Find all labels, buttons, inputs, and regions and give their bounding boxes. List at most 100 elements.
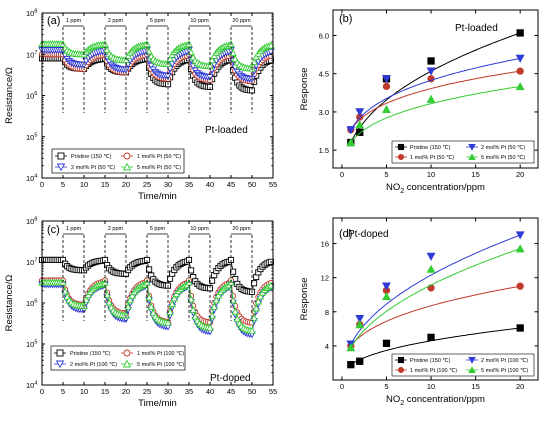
concentration-label: 20 ppm bbox=[232, 226, 251, 232]
legend: Pristine (150 ℃) 1 mol% Pt (100 ℃) 2 mol% … bbox=[50, 345, 186, 371]
legend-box bbox=[391, 140, 535, 164]
x-tick-label: 25 bbox=[143, 387, 151, 396]
legend-marker bbox=[397, 356, 405, 364]
legend-label: 1 mol% Pt (100 ℃) bbox=[137, 351, 184, 357]
panel-a-resistance-chart: 1 ppm 2 ppm 5 ppm 10 ppm 20 ppm 0 5 10 15 20 25 30 3… bbox=[4, 9, 277, 203]
panel-d-response-chart: 0 5 10 15 20 4 8 12 16 NO2 concentration/ppm Respo… bbox=[299, 217, 539, 407]
data-point bbox=[230, 268, 237, 275]
y-tick-label: 6.0 bbox=[319, 31, 329, 40]
data-point bbox=[516, 29, 524, 37]
data-point bbox=[188, 267, 195, 274]
data-point bbox=[146, 266, 153, 273]
legend-label: 2 mol% Pt (100 ℃) bbox=[70, 362, 117, 368]
legend-label: Pristine (150 ℃) bbox=[410, 358, 451, 364]
y-tick-label: 4.5 bbox=[319, 70, 329, 79]
panel-title: Pt-doped bbox=[348, 229, 389, 240]
x-tick-label: 5 bbox=[384, 382, 388, 391]
y-tick-label: 107 bbox=[26, 258, 37, 268]
x-tick-label: 10 bbox=[427, 170, 435, 179]
series-5-mol-pt-50 bbox=[346, 81, 525, 147]
legend-label: 2 mol% Pt (50 ℃) bbox=[481, 145, 525, 151]
data-point bbox=[254, 297, 263, 305]
data-point bbox=[191, 312, 200, 320]
x-tick-label: 15 bbox=[471, 382, 479, 391]
data-point bbox=[231, 307, 239, 315]
series-1-mol-pt-100 bbox=[347, 282, 524, 350]
panel-title: Pt-loaded bbox=[455, 23, 498, 34]
data-point bbox=[347, 361, 355, 369]
fit-curve bbox=[349, 285, 520, 348]
panel-label: (d) bbox=[339, 228, 352, 240]
y-axis-title: Resistance/Ω bbox=[4, 67, 15, 124]
y-tick-exponent: 6 bbox=[34, 299, 37, 305]
x-axis-title: NO2 concentration/ppm bbox=[386, 182, 485, 195]
x-axis-title-subscript: 2 bbox=[400, 400, 404, 407]
legend-label: 5 mol% Pt (100 ℃) bbox=[481, 368, 528, 374]
x-axis-title-part: concentration/ppm bbox=[404, 394, 485, 405]
x-tick-label: 0 bbox=[40, 180, 44, 189]
x-tick-label: 15 bbox=[471, 170, 479, 179]
concentration-label: 10 ppm bbox=[190, 18, 209, 24]
x-tick-label: 45 bbox=[227, 180, 235, 189]
x-axis-title-subscript: 2 bbox=[400, 188, 404, 195]
x-tick-label: 50 bbox=[248, 180, 256, 189]
series-1-mol-pt-50 bbox=[347, 67, 524, 134]
legend-marker bbox=[468, 356, 476, 364]
x-axis-title-part: concentration/ppm bbox=[404, 182, 485, 193]
y-tick-exponent: 8 bbox=[34, 9, 37, 15]
fit-curve bbox=[349, 234, 520, 347]
y-tick-label: 12 bbox=[321, 274, 329, 283]
y-tick-label: 104 bbox=[26, 174, 37, 184]
data-point bbox=[355, 314, 365, 324]
data-point bbox=[355, 108, 365, 117]
y-tick-label: 16 bbox=[321, 240, 329, 249]
x-axis-title: Time/min bbox=[138, 191, 177, 202]
panel-label: (c) bbox=[47, 224, 60, 236]
x-tick-label: 10 bbox=[80, 387, 88, 396]
x-tick-label: 10 bbox=[427, 382, 435, 391]
x-tick-label: 5 bbox=[61, 180, 65, 189]
x-tick-label: 40 bbox=[206, 387, 214, 396]
y-tick-label: 104 bbox=[26, 381, 37, 391]
data-point bbox=[214, 291, 223, 299]
data-point bbox=[382, 291, 391, 301]
data-point bbox=[189, 305, 197, 313]
data-point bbox=[267, 281, 275, 289]
panel-label: (a) bbox=[47, 15, 60, 27]
data-point bbox=[256, 292, 265, 300]
data-point bbox=[252, 304, 260, 312]
data-point bbox=[82, 295, 90, 303]
legend-label: 2 mol% Pt (50 ℃) bbox=[71, 165, 115, 171]
legend-label: 5 mol% Pt (50 ℃) bbox=[481, 155, 525, 161]
y-tick-label: 1.5 bbox=[319, 146, 329, 155]
legend-box bbox=[51, 148, 185, 174]
panel-b-response-chart: 0 5 10 15 20 1.5 3.0 4.5 6.0 NO2 concentration/pp… bbox=[299, 9, 539, 195]
x-tick-label: 20 bbox=[516, 170, 524, 179]
y-tick-label: 3.0 bbox=[319, 108, 329, 117]
legend-box bbox=[391, 353, 535, 377]
panel-label: (b) bbox=[339, 13, 352, 25]
data-point bbox=[145, 293, 153, 301]
x-tick-label: 50 bbox=[248, 387, 256, 396]
legend-label: 1 mol% Pt (50 ℃) bbox=[137, 154, 181, 160]
data-point bbox=[168, 300, 176, 308]
series-5-mol-pt-100 bbox=[38, 278, 275, 334]
fit-curve bbox=[349, 86, 520, 145]
y-axis-title: Response bbox=[299, 278, 310, 321]
legend-marker bbox=[56, 163, 66, 172]
x-tick-label: 25 bbox=[143, 180, 151, 189]
legend-marker bbox=[123, 349, 131, 357]
legend-marker bbox=[122, 162, 132, 171]
legend-marker bbox=[397, 153, 405, 161]
legend-label: 2 mol% Pt (100 ℃) bbox=[481, 358, 528, 364]
panel-title: Pt-loaded bbox=[205, 125, 248, 136]
data-point bbox=[164, 318, 172, 326]
x-tick-label: 35 bbox=[185, 387, 193, 396]
legend-marker bbox=[55, 360, 65, 369]
fit-curve bbox=[349, 248, 520, 350]
y-tick-label: 106 bbox=[26, 91, 37, 101]
data-point bbox=[248, 326, 256, 334]
y-axis-title: Response bbox=[299, 68, 310, 111]
x-tick-label: 30 bbox=[164, 180, 172, 189]
